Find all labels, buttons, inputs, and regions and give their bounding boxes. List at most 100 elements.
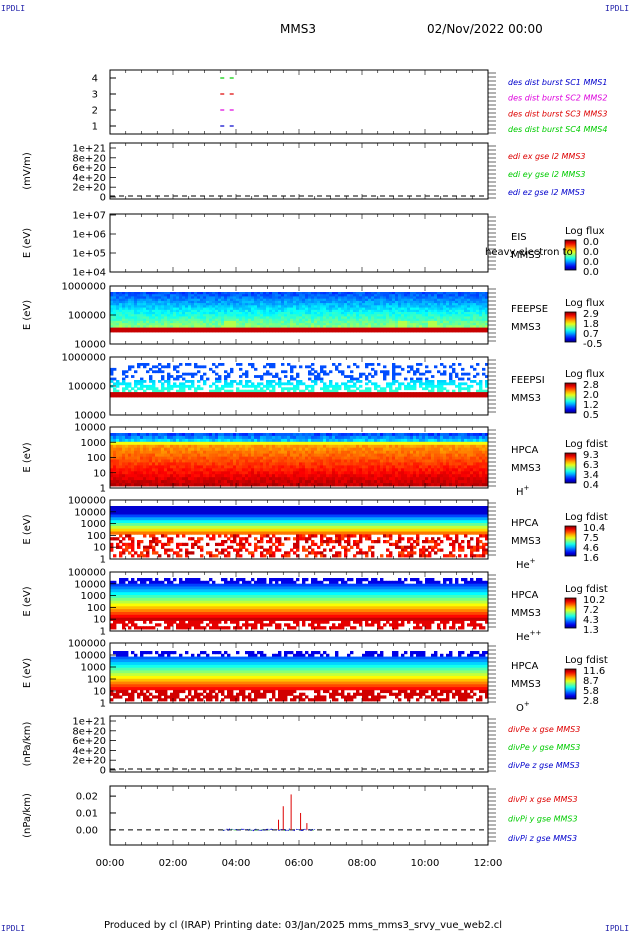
feepsi-side-label-0: FEEPSI (511, 375, 545, 386)
hpca-h-cbar-tick: 9.3 (583, 450, 599, 461)
hpca-o-side-label-1: MMS3 (511, 679, 541, 690)
eis-frame (109, 213, 489, 273)
edi-ytick-label: 1e+21 (72, 144, 106, 155)
feepse-ytick-label: 1000000 (61, 282, 106, 293)
edi-legend-0: edi ex gse l2 MMS3 (508, 152, 586, 161)
hpca-he1-cbar-tick: 1.6 (583, 553, 599, 564)
feepsi-ytick-label: 100000 (68, 382, 106, 393)
hpca-o-ytick-label: 10 (93, 687, 106, 698)
corner-label-bl: IPDLI (1, 924, 26, 933)
eis-side-label-1: MMS3 (511, 250, 541, 261)
hpca-he2-ylabel: E (eV) (22, 586, 33, 616)
feepsi-colorbar (564, 382, 577, 414)
burst-ytick-label: 3 (92, 90, 98, 101)
hpca-he1-ytick-label: 1000 (81, 519, 106, 530)
feepse-ytick-label: 100000 (68, 311, 106, 322)
feepse-heatmap (110, 292, 489, 333)
hpca-h-ylabel: E (eV) (22, 442, 33, 472)
eis-overlay-label: heavy electron to (485, 247, 573, 258)
hpca-he1-cbar-tick: 10.4 (583, 523, 605, 534)
hpca-o-ytick-label: 100000 (68, 639, 106, 650)
divpe-legend-2: divPe z gse MMS3 (508, 761, 580, 770)
eis-cbar-tick: 0.0 (583, 237, 599, 248)
corner-label-tr: IPDLI (605, 4, 630, 13)
eis-colorbar (564, 239, 577, 271)
feepsi-cbar-title: Log flux (565, 369, 605, 380)
hpca-he2-cbar-tick: 4.3 (583, 615, 599, 626)
feepsi-ytick-label: 10000 (74, 411, 106, 422)
divpi-legend-0: divPi x gse MMS3 (508, 795, 578, 804)
hpca-h-side-label-1: MMS3 (511, 463, 541, 474)
eis-cbar-tick: 0.0 (583, 267, 599, 278)
feepse-colorbar (564, 311, 577, 343)
divpe-ytick-label: 6e+20 (72, 736, 106, 747)
divpe-legend-1: divPe y gse MMS3 (508, 743, 580, 752)
divpi-ytick-label: 0.01 (76, 808, 98, 819)
hpca-o-ytick-label: 1 (100, 699, 106, 710)
divpe-ytick-label: 0 (100, 766, 106, 777)
divpe-ylabel: (nPa/km) (22, 722, 33, 767)
hpca-h-ytick-label: 1 (100, 484, 106, 495)
hpca-he2-cbar-title: Log fdist (565, 584, 608, 595)
divpe-ytick-label: 2e+20 (72, 756, 106, 767)
burst-legend-3: des dist burst SC4 MMS4 (508, 125, 607, 134)
divpi-ytick-label: 0.02 (76, 792, 98, 803)
hpca-o-cbar-tick: 5.8 (583, 686, 599, 697)
hpca-he1-side-label-1: MMS3 (511, 536, 541, 547)
hpca-he2-ytick-label: 100 (87, 603, 106, 614)
hpca-he2-ytick-label: 10 (93, 615, 106, 626)
divpe-legend-0: divPe x gse MMS3 (508, 725, 580, 734)
hpca-h-ytick-label: 10 (93, 468, 106, 479)
hpca-he2-side-label-0: HPCA (511, 590, 539, 601)
footer-credit: Produced by cl (IRAP) Printing date: 03/… (104, 920, 503, 931)
x-tick-label: 04:00 (222, 858, 251, 869)
burst-legend-2: des dist burst SC3 MMS3 (508, 109, 607, 118)
eis-cbar-tick: 0.0 (583, 257, 599, 268)
feepse-cbar-tick: 2.9 (583, 309, 599, 320)
hpca-he2-heatmap (110, 578, 489, 630)
hpca-h-ytick-label: 10000 (74, 423, 106, 434)
eis-ytick-label: 1e+05 (72, 249, 106, 260)
hpca-he1-colorbar (564, 525, 577, 557)
edi-ylabel: (mV/m) (22, 152, 33, 190)
edi-ytick-label: 0 (100, 193, 106, 204)
hpca-he2-ytick-label: 100000 (68, 568, 106, 579)
hpca-o-cbar-title: Log fdist (565, 655, 608, 666)
hpca-he1-ytick-label: 10 (93, 543, 106, 554)
feepsi-side-label-1: MMS3 (511, 393, 541, 404)
x-tick-label: 00:00 (96, 858, 125, 869)
hpca-h-species-label: H+ (516, 484, 530, 498)
divpi-ylabel: (nPa/km) (22, 793, 33, 838)
hpca-o-ytick-label: 1000 (81, 663, 106, 674)
edi-legend-1: edi ey gse l2 MMS3 (508, 170, 586, 179)
hpca-o-side-label-0: HPCA (511, 661, 539, 672)
divpe-ytick-label: 1e+21 (72, 717, 106, 728)
hpca-h-cbar-title: Log fdist (565, 439, 608, 450)
hpca-he2-cbar-tick: 10.2 (583, 595, 605, 606)
hpca-he1-cbar-tick: 7.5 (583, 533, 599, 544)
hpca-o-ylabel: E (eV) (22, 658, 33, 688)
hpca-he2-species-label: He++ (516, 629, 542, 643)
hpca-he1-species-label: He+ (516, 557, 536, 571)
feepsi-ytick-label: 1000000 (61, 353, 106, 364)
divpe-ytick-label: 4e+20 (72, 746, 106, 757)
hpca-he2-ytick-label: 1 (100, 627, 106, 638)
hpca-he2-side-label-1: MMS3 (511, 608, 541, 619)
eis-ytick-label: 1e+07 (72, 211, 106, 222)
edi-frame (109, 142, 489, 200)
feepsi-cbar-tick: 2.8 (583, 380, 599, 391)
hpca-h-side-label-0: HPCA (511, 445, 539, 456)
hpca-o-cbar-tick: 11.6 (583, 666, 605, 677)
feepse-cbar-tick: 1.8 (583, 319, 599, 330)
hpca-he1-ytick-label: 100000 (68, 496, 106, 507)
feepse-cbar-tick: -0.5 (583, 339, 603, 350)
burst-legend-0: des dist burst SC1 MMS1 (508, 78, 607, 87)
eis-ytick-label: 1e+06 (72, 230, 106, 241)
hpca-he1-cbar-title: Log fdist (565, 512, 608, 523)
eis-cbar-tick: 0.0 (583, 247, 599, 258)
feepse-ylabel: E (eV) (22, 300, 33, 330)
x-tick-label: 10:00 (411, 858, 440, 869)
eis-ylabel: E (eV) (22, 228, 33, 258)
corner-label-br: IPDLI (605, 924, 630, 933)
edi-ytick-label: 2e+20 (72, 183, 106, 194)
